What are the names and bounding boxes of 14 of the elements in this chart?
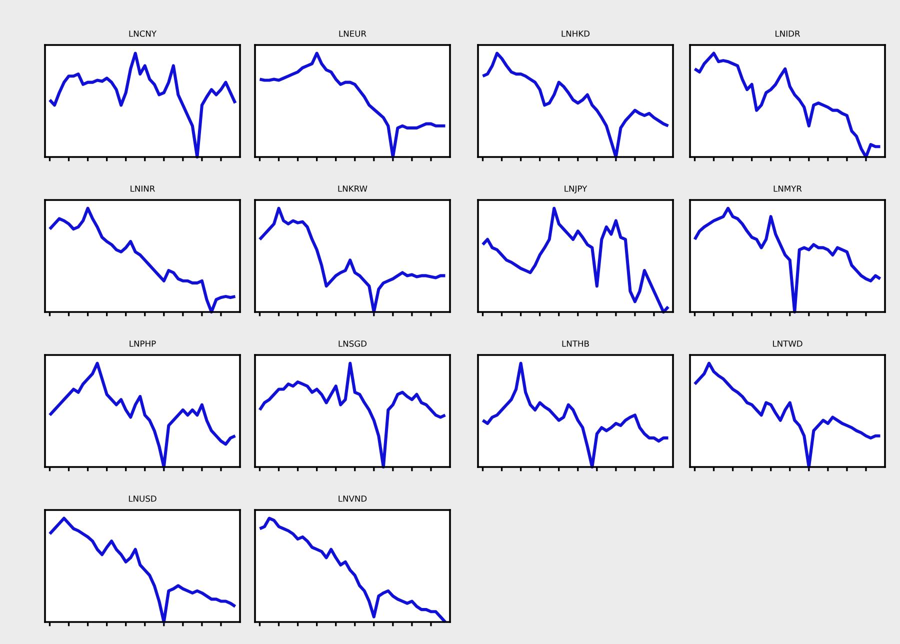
chart-title: LNEUR [339, 30, 366, 37]
chart-title: LNIDR [776, 30, 800, 37]
chart-title: LNUSD [128, 495, 156, 502]
chart-title: LNSGD [338, 340, 367, 347]
chart-title: LNCNY [129, 30, 157, 37]
chart-title: LNKRW [338, 186, 368, 192]
chart-title: LNPHP [130, 340, 156, 347]
chart-title: LNTWD [773, 340, 802, 347]
chart-title: LNJPY [564, 186, 588, 194]
chart-title: LNMYR [774, 186, 802, 192]
chart-title: LNINR [130, 186, 155, 192]
chart-title: LNHKD [562, 30, 590, 37]
chart-title: LNVND [338, 496, 367, 502]
chart-title: LNTHB [562, 340, 589, 347]
